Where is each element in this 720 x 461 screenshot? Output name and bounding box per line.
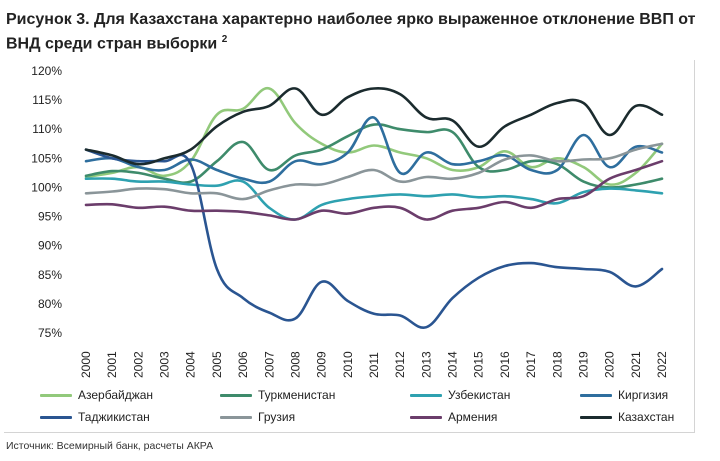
legend-label: Азербайджан bbox=[78, 388, 154, 402]
x-tick-label: 2003 bbox=[158, 351, 172, 378]
legend-swatch bbox=[580, 393, 612, 397]
x-tick-label: 2018 bbox=[550, 351, 564, 378]
x-tick-label: 2014 bbox=[446, 351, 460, 378]
legend-label: Армения bbox=[448, 410, 498, 424]
x-tick-label: 2002 bbox=[131, 351, 145, 378]
y-tick-label: 110% bbox=[32, 122, 62, 136]
legend-label: Казахстан bbox=[618, 410, 675, 424]
x-tick-label: 2005 bbox=[210, 351, 224, 378]
y-tick-label: 90% bbox=[38, 239, 62, 253]
x-tick-label: 2012 bbox=[393, 351, 407, 378]
y-tick-label: 100% bbox=[31, 180, 62, 194]
x-tick-label: 2009 bbox=[315, 351, 329, 378]
x-tick-label: 2022 bbox=[655, 351, 669, 378]
legend-item: Киргизия bbox=[580, 388, 668, 402]
series-line-3 bbox=[84, 177, 664, 221]
legend-swatch bbox=[40, 393, 72, 397]
x-tick-label: 2020 bbox=[603, 351, 617, 378]
legend-swatch bbox=[410, 415, 442, 419]
x-tick-label: 2017 bbox=[524, 351, 538, 378]
series-line-5 bbox=[84, 148, 664, 329]
y-tick-label: 115% bbox=[32, 93, 62, 107]
chart-source: Источник: Всемирный банк, расчеты АКРА bbox=[6, 440, 214, 452]
chart-title: Рисунок 3. Для Казахстана характерно наи… bbox=[6, 10, 696, 54]
y-tick-label: 95% bbox=[38, 210, 62, 224]
legend-swatch bbox=[410, 393, 442, 397]
x-tick-label: 2001 bbox=[105, 351, 119, 378]
chart-title-footnote: 2 bbox=[221, 34, 228, 45]
x-tick-label: 2010 bbox=[341, 351, 355, 378]
legend-label: Таджикистан bbox=[78, 410, 150, 424]
legend-item: Казахстан bbox=[580, 410, 674, 424]
legend-swatch bbox=[580, 415, 612, 419]
y-tick-label: 75% bbox=[38, 326, 62, 340]
x-tick-label: 2004 bbox=[184, 351, 198, 378]
legend-swatch bbox=[40, 415, 72, 419]
series-line-7 bbox=[84, 159, 664, 221]
legend-item: Армения bbox=[410, 410, 497, 424]
x-tick-label: 2007 bbox=[262, 351, 276, 378]
x-tick-label: 2000 bbox=[79, 351, 93, 378]
legend-label: Киргизия bbox=[618, 388, 669, 402]
y-tick-label: 105% bbox=[31, 151, 62, 165]
legend-label: Туркменистан bbox=[258, 388, 336, 402]
x-tick-label: 2016 bbox=[498, 351, 512, 378]
chart-frame bbox=[4, 60, 695, 433]
legend-item: Узбекистан bbox=[410, 388, 510, 402]
y-tick-label: 120% bbox=[31, 64, 62, 78]
legend-label: Узбекистан bbox=[448, 388, 511, 402]
legend-swatch bbox=[220, 393, 252, 397]
y-tick-label: 80% bbox=[38, 297, 62, 311]
x-tick-label: 2011 bbox=[367, 352, 381, 378]
x-tick-label: 2013 bbox=[419, 351, 433, 378]
chart-title-text: Рисунок 3. Для Казахстана характерно наи… bbox=[6, 11, 696, 53]
x-tick-label: 2008 bbox=[288, 351, 302, 378]
legend-item: Азербайджан bbox=[40, 388, 153, 402]
y-tick-label: 85% bbox=[38, 268, 62, 282]
x-tick-label: 2021 bbox=[629, 351, 643, 378]
x-tick-label: 2015 bbox=[472, 351, 486, 378]
series-line-8 bbox=[84, 87, 664, 166]
series-line-6 bbox=[84, 142, 664, 201]
legend-label: Грузия bbox=[258, 410, 296, 424]
legend-item: Грузия bbox=[220, 410, 295, 424]
legend-item: Туркменистан bbox=[220, 388, 335, 402]
legend-item: Таджикистан bbox=[40, 410, 150, 424]
x-tick-label: 2019 bbox=[576, 351, 590, 378]
x-tick-label: 2006 bbox=[236, 351, 250, 378]
legend-swatch bbox=[220, 415, 252, 419]
